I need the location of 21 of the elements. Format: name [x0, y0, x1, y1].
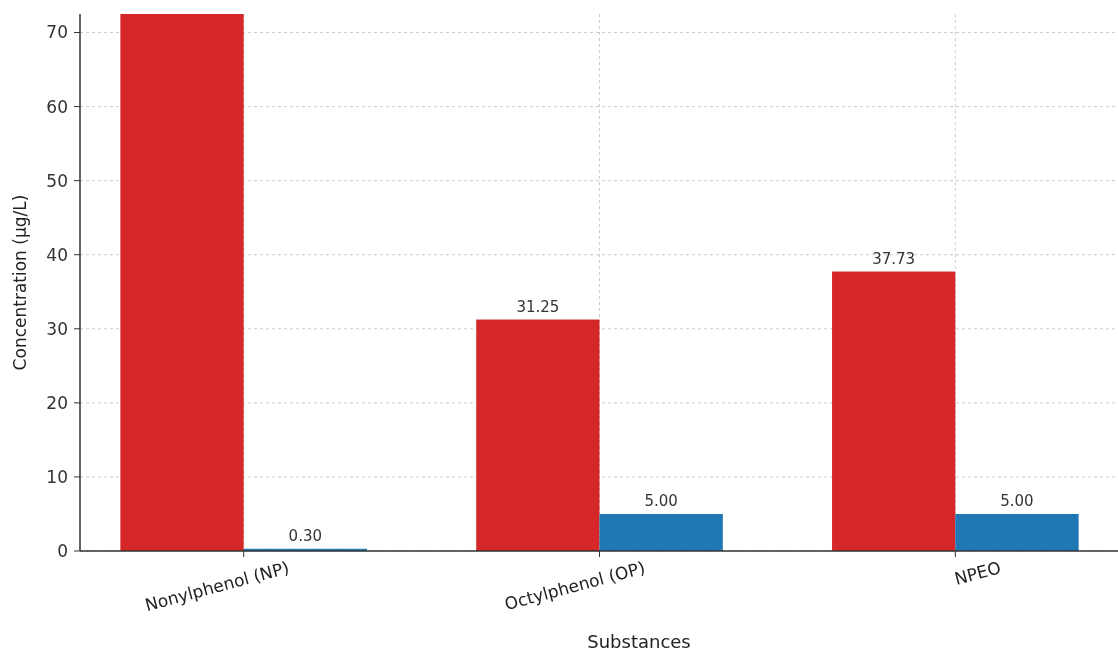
y-tick-label: 70	[46, 22, 68, 43]
x-axis-title: Substances	[587, 631, 691, 652]
y-tick-label: 10	[46, 466, 68, 487]
y-tick-label: 40	[46, 244, 68, 265]
bar	[599, 513, 723, 551]
bar	[476, 319, 600, 551]
bar	[120, 14, 244, 551]
data-label: 5.00	[644, 491, 678, 510]
y-tick-label: 50	[46, 170, 68, 191]
data-label: 0.30	[288, 526, 323, 545]
y-axis-title: Concentration (µg/L)	[10, 194, 30, 371]
x-tick-label: NPEO	[952, 557, 1003, 589]
y-tick-label: 0	[57, 540, 68, 561]
data-label: 5.00	[1000, 491, 1034, 510]
bar	[832, 271, 956, 551]
y-tick-label: 30	[46, 318, 68, 339]
data-label: 37.73	[872, 249, 916, 268]
y-tick-label: 60	[46, 96, 68, 117]
bar	[955, 513, 1079, 551]
y-tick-label: 20	[46, 392, 68, 413]
data-label: 31.25	[516, 297, 560, 316]
